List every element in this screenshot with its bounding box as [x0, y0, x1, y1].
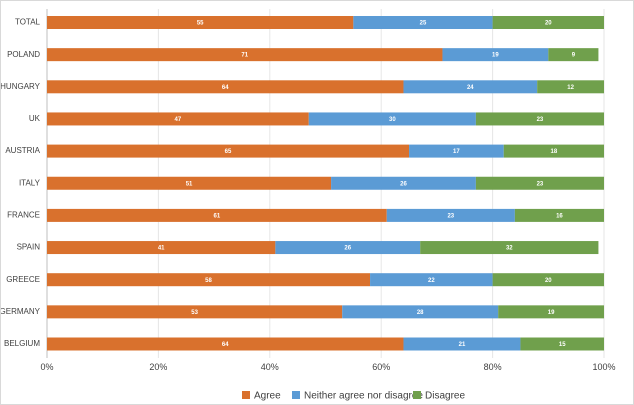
bar-segment-agree: [47, 305, 343, 319]
bar-value-label: 26: [344, 246, 351, 252]
legend-swatch-disagree: [413, 391, 421, 399]
bar-value-label: 23: [447, 213, 454, 219]
bar-value-label: 19: [548, 310, 555, 316]
bar-segment-agree: [47, 16, 354, 29]
bar-value-label: 15: [559, 342, 566, 348]
bar-value-label: 22: [428, 278, 435, 284]
bar-segment-neither-agree-nor-disagree: [353, 16, 493, 29]
bar-value-label: 25: [420, 21, 427, 27]
bar-segment-disagree: [503, 144, 604, 158]
bar-segment-agree: [47, 208, 387, 222]
bar-segment-neither-agree-nor-disagree: [308, 112, 476, 126]
category-label: POLAND: [7, 50, 40, 59]
bar-value-label: 64: [222, 342, 229, 348]
label-layer: TOTAL 55 25 20 POLAND 71 19 9 HUNGARY 64 24 12 UK 47 3…: [1, 18, 576, 349]
bar-segment-disagree: [475, 112, 604, 126]
bar-value-label: 28: [417, 310, 424, 316]
legend-swatch-agree: [242, 391, 250, 399]
legend-layer: Agree Neither agree nor disagree Disagree: [242, 391, 465, 402]
x-tick-label: 80%: [484, 362, 502, 372]
category-label: FRANCE: [7, 211, 40, 220]
bar-segment-disagree: [498, 305, 604, 319]
x-tick-label: 100%: [592, 362, 615, 372]
bar-segment-neither-agree-nor-disagree: [403, 337, 521, 351]
bar-segment-agree: [47, 144, 410, 158]
bar-segment-neither-agree-nor-disagree: [386, 208, 515, 222]
bar-segment-disagree: [492, 16, 604, 29]
bar-segment-disagree: [514, 208, 604, 222]
bar-value-label: 12: [567, 85, 574, 91]
legend-label: Agree: [254, 391, 281, 402]
bar-value-label: 16: [556, 213, 563, 219]
bar-segment-agree: [47, 80, 404, 94]
bar-value-label: 41: [158, 246, 165, 252]
bar-segment-neither-agree-nor-disagree: [331, 176, 476, 190]
bar-value-label: 23: [537, 117, 544, 123]
axis-layer: 0% 20% 40% 60% 80% 100%: [40, 362, 615, 372]
bar-value-label: 58: [205, 278, 212, 284]
bar-value-label: 18: [551, 149, 558, 155]
bar-value-label: 21: [459, 342, 466, 348]
bar-segment-agree: [47, 241, 276, 255]
x-tick-label: 60%: [372, 362, 390, 372]
bar-value-label: 71: [241, 53, 248, 59]
bar-value-label: 26: [400, 181, 407, 187]
bar-segment-agree: [47, 273, 371, 287]
category-label: ITALY: [19, 178, 41, 187]
category-label: SPAIN: [17, 243, 41, 252]
bar-segment-neither-agree-nor-disagree: [403, 80, 538, 94]
bar-segment-neither-agree-nor-disagree: [442, 48, 549, 62]
bar-value-label: 32: [506, 246, 513, 252]
category-label: HUNGARY: [1, 82, 41, 91]
bar-segment-disagree: [537, 80, 604, 94]
category-label: GREECE: [6, 275, 40, 284]
bar-segment-neither-agree-nor-disagree: [370, 273, 493, 287]
bar-segment-agree: [47, 48, 443, 62]
bar-segment-neither-agree-nor-disagree: [342, 305, 499, 319]
category-label: AUSTRIA: [5, 146, 40, 155]
bar-value-label: 64: [222, 85, 229, 91]
bar-value-label: 19: [492, 53, 499, 59]
bar-layer: [47, 16, 604, 351]
category-label: UK: [29, 114, 41, 123]
bar-segment-agree: [47, 337, 404, 351]
bar-segment-disagree: [475, 176, 604, 190]
legend-label: Disagree: [425, 391, 465, 402]
bar-value-label: 61: [214, 213, 221, 219]
bar-value-label: 51: [186, 181, 193, 187]
bar-segment-disagree: [492, 273, 604, 287]
legend-swatch-neither-agree-nor-disagree: [292, 391, 300, 399]
bar-value-label: 55: [197, 21, 204, 27]
bar-segment-agree: [47, 112, 309, 126]
bar-value-label: 20: [545, 278, 552, 284]
bar-value-label: 24: [467, 85, 474, 91]
x-tick-label: 0%: [40, 362, 53, 372]
bar-segment-disagree: [420, 241, 599, 255]
category-label: BELGIUM: [4, 339, 40, 348]
bar-value-label: 23: [537, 181, 544, 187]
bar-segment-disagree: [520, 337, 604, 351]
bar-value-label: 20: [545, 21, 552, 27]
bar-value-label: 53: [191, 310, 198, 316]
x-tick-label: 40%: [261, 362, 279, 372]
bar-segment-disagree: [548, 48, 599, 62]
bar-segment-neither-agree-nor-disagree: [275, 241, 421, 255]
category-label: GERMANY: [1, 307, 41, 316]
bar-value-label: 17: [453, 149, 460, 155]
bar-value-label: 30: [389, 117, 396, 123]
bar-value-label: 9: [572, 53, 576, 59]
bar-value-label: 47: [175, 117, 182, 123]
legend-label: Neither agree nor disagree: [304, 391, 423, 402]
x-tick-label: 20%: [149, 362, 167, 372]
bar-value-label: 65: [225, 149, 232, 155]
bar-segment-neither-agree-nor-disagree: [409, 144, 504, 158]
category-label: TOTAL: [15, 18, 41, 27]
bar-segment-agree: [47, 176, 332, 190]
